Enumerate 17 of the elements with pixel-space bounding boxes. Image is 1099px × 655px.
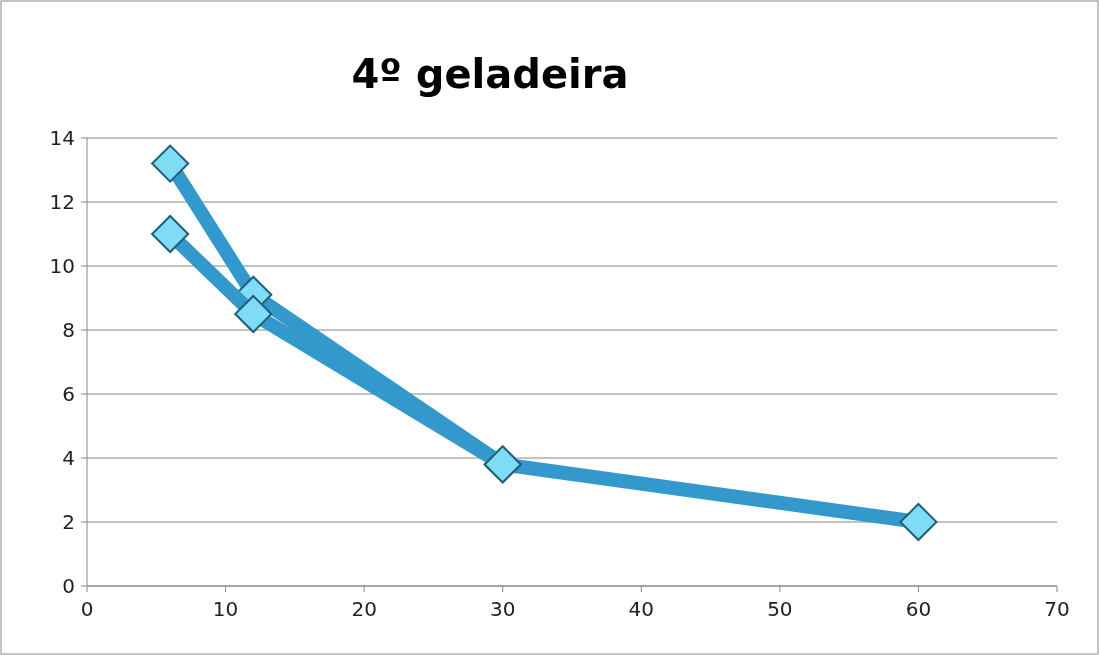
x-tick-label: 40 bbox=[628, 597, 655, 621]
x-tick-label: 70 bbox=[1044, 597, 1070, 621]
x-tick-label: 30 bbox=[489, 597, 516, 621]
y-tick-label: 2 bbox=[62, 510, 75, 534]
y-tick-label: 14 bbox=[49, 126, 75, 150]
x-tick-label: 60 bbox=[905, 597, 932, 621]
x-tick-label: 50 bbox=[767, 597, 793, 621]
x-tick-label: 20 bbox=[351, 597, 377, 621]
y-tick-label: 6 bbox=[62, 382, 75, 406]
y-tick-label: 0 bbox=[62, 574, 75, 598]
y-tick-label: 8 bbox=[62, 318, 75, 342]
y-tick-label: 12 bbox=[49, 190, 75, 214]
y-tick-label: 10 bbox=[49, 254, 75, 278]
chart-title: 4º geladeira bbox=[351, 51, 629, 97]
x-tick-label: 10 bbox=[212, 597, 239, 621]
x-tick-label: 0 bbox=[80, 597, 94, 621]
y-tick-label: 4 bbox=[62, 446, 75, 470]
